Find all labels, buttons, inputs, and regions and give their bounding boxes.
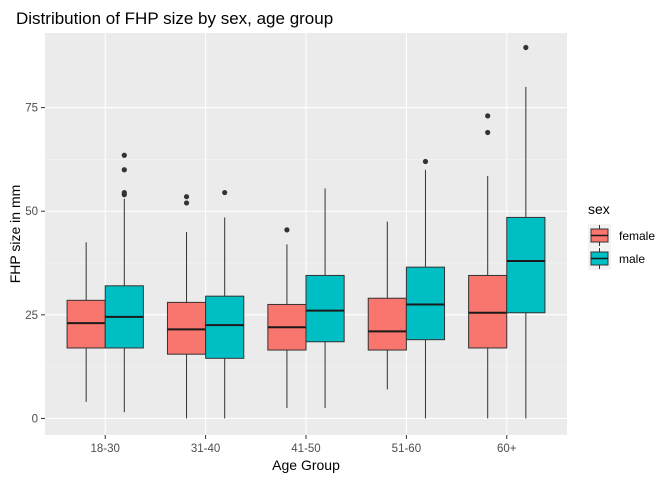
legend-item-female: female [588,224,655,247]
box-female-31-40 [166,194,207,419]
outlier-point [485,113,491,119]
x-tick-label: 51-60 [392,443,421,455]
box-body [66,299,106,349]
box-body [305,274,345,343]
outlier-point [284,227,290,233]
box-female-18-30 [66,242,106,402]
box-body [166,301,207,355]
x-axis-ticks: 18-30 31-40 41-50 51-60 60+ [91,435,517,455]
y-axis-title: FHP size in mm [7,185,23,284]
legend-item-male: male [588,247,645,270]
box-male-60+ [506,44,546,419]
chart-title: Distribution of FHP size by sex, age gro… [16,9,333,28]
box-body [468,274,508,349]
box-male-18-30 [104,152,144,413]
box-body [367,297,407,351]
y-tick-label: 0 [32,413,38,425]
y-axis-ticks: 0 25 50 75 [25,103,45,425]
y-tick-label: 50 [25,206,38,218]
outlier-point [222,189,228,196]
boxes-layer [66,44,546,419]
box-female-41-50 [267,227,307,409]
box-body [506,216,546,314]
outlier-point [485,129,491,136]
y-tick-label: 25 [25,310,38,322]
box-male-51-60 [405,158,446,419]
x-tick-label: 18-30 [91,443,120,455]
box-female-60+ [468,113,508,419]
outlier-point [523,44,529,51]
legend: sex female male [588,201,655,270]
outlier-point [422,158,429,165]
box-body [405,266,446,341]
x-tick-label: 60+ [497,443,517,455]
outlier-point [121,189,127,196]
x-axis-title: Age Group [272,457,340,473]
x-tick-label: 31-40 [191,443,220,455]
y-tick-label: 75 [25,103,38,115]
grid-lines [45,33,567,435]
legend-label: female [619,229,655,243]
outlier-point [121,152,127,158]
box-male-41-50 [305,188,345,409]
outlier-point [121,167,127,173]
x-tick-label: 41-50 [291,443,320,455]
outlier-point [183,194,190,200]
outlier-point [183,200,190,206]
box-male-31-40 [205,189,245,419]
box-body [205,295,245,359]
legend-label: male [619,252,645,266]
legend-title: sex [588,201,610,217]
